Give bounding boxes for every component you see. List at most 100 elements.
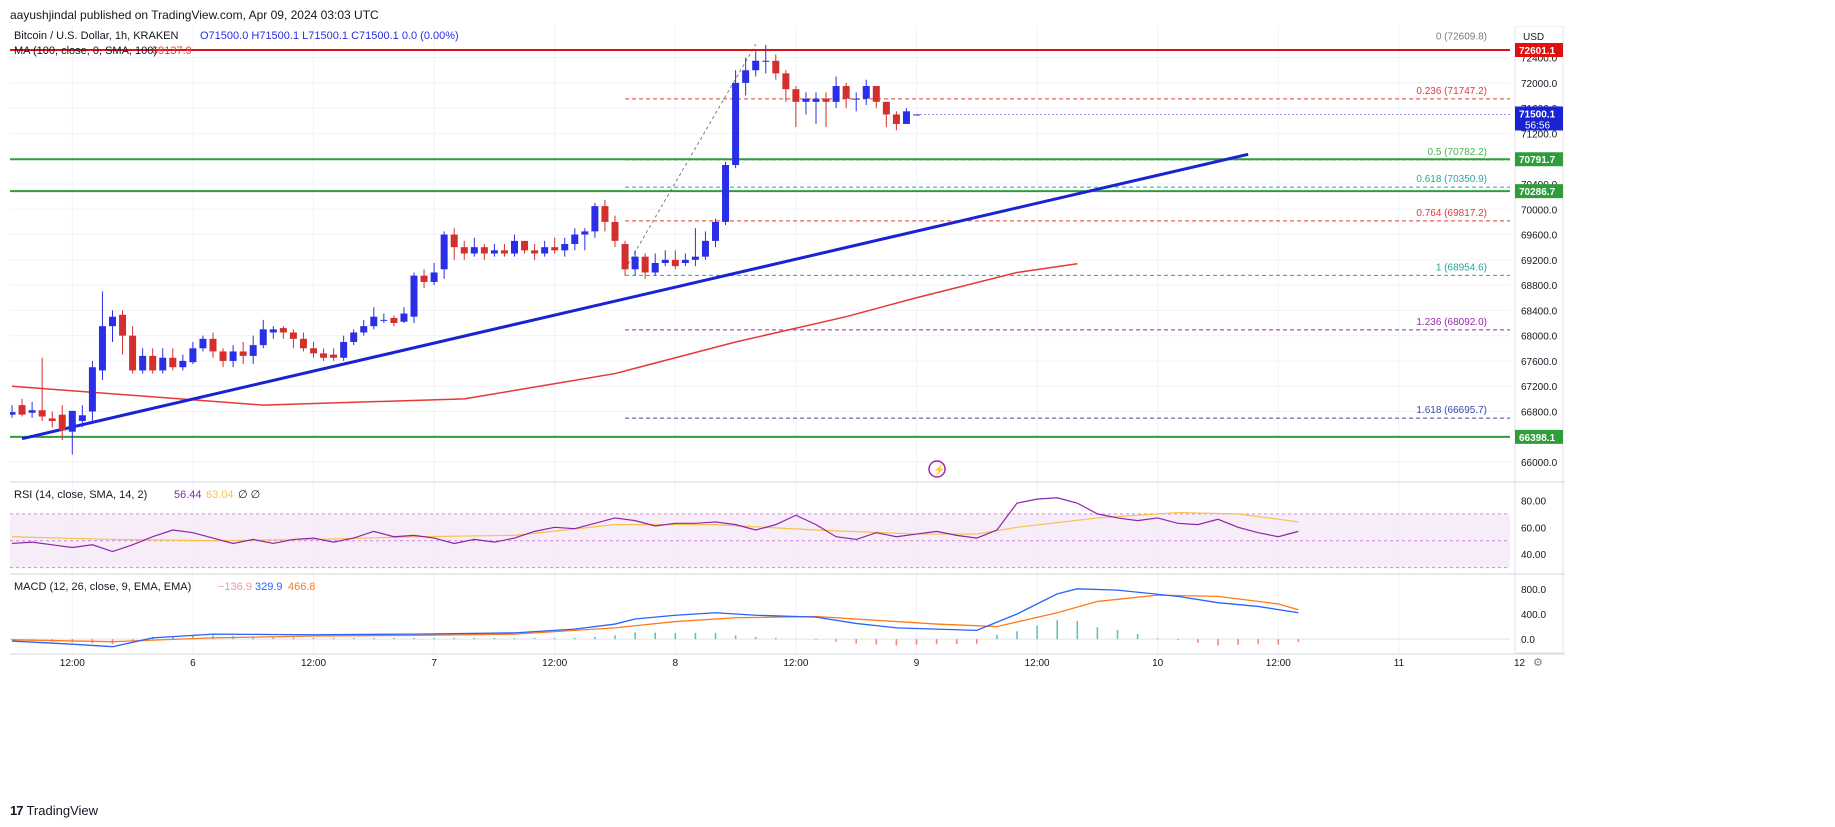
y-tick-label: 71200.0	[1521, 129, 1558, 140]
candle	[88, 360, 96, 425]
candle	[862, 79, 870, 105]
candle	[601, 199, 609, 232]
candle-body	[772, 60, 780, 74]
macd-histogram-bar	[835, 639, 837, 642]
candle-body	[882, 101, 890, 115]
candle-body	[390, 317, 398, 324]
candle-body	[490, 250, 498, 254]
time-axis: 12:00 6 12:00 7 12:00 8 12:00 9 12:00 10 12:00 11 12	[60, 658, 1526, 669]
macd-histogram-bar	[373, 637, 375, 640]
candle	[420, 269, 428, 289]
candle-body	[802, 98, 810, 102]
candle	[98, 291, 106, 380]
candle-body	[832, 86, 840, 102]
macd-histogram-bar	[674, 632, 677, 640]
candle	[28, 402, 36, 418]
last-price-badge	[1515, 106, 1563, 131]
macd-histogram-bar	[493, 637, 496, 640]
price-axis-level-label: 66398.1	[1519, 433, 1556, 444]
candle	[531, 244, 539, 260]
candle-body	[521, 240, 529, 251]
x-tick-label: 12:00	[1025, 658, 1050, 669]
x-tick-label: 12:00	[301, 658, 326, 669]
candle	[772, 54, 780, 80]
candle-body	[631, 256, 639, 270]
candle-body	[78, 415, 86, 421]
fib-level-label: 1.236 (68092.0)	[1416, 317, 1487, 328]
y-tick-label: 68800.0	[1521, 281, 1558, 292]
candle	[742, 57, 750, 96]
macd-histogram-bar	[192, 635, 194, 640]
fib-level-label: 0.5 (70782.2)	[1428, 147, 1488, 158]
candle	[249, 335, 257, 365]
candle-body	[340, 341, 348, 358]
macd-value: 329.9	[255, 581, 283, 593]
candle-body	[470, 247, 478, 254]
candle	[410, 272, 418, 324]
candle-body	[440, 234, 448, 270]
ma100-line	[11, 263, 1078, 406]
candle	[169, 348, 177, 371]
candle-body	[641, 256, 649, 273]
macd-histogram-bar	[1076, 620, 1079, 640]
candle	[661, 250, 669, 267]
candle	[722, 161, 730, 226]
candle	[360, 319, 368, 336]
candle	[782, 70, 790, 102]
macd-histogram-bar	[614, 635, 616, 640]
chart-svg[interactable]: USD72400.072000.071600.071200.070800.070…	[8, 25, 1835, 795]
candle	[712, 218, 719, 248]
x-tick-label: 9	[914, 658, 920, 669]
macd-histogram-bar	[594, 636, 596, 640]
candle	[400, 307, 408, 324]
price-axis-level-badge	[1515, 43, 1563, 58]
candle	[139, 348, 147, 374]
candle	[762, 44, 770, 74]
candle	[460, 240, 468, 260]
price-axis	[1514, 25, 1564, 654]
candle-body	[913, 114, 920, 116]
macd-histogram-bar	[131, 639, 134, 641]
candle	[470, 237, 478, 257]
candle-body	[149, 355, 157, 371]
x-tick-label: 12:00	[60, 658, 85, 669]
candle	[521, 240, 529, 254]
macd-histogram-bar	[754, 636, 757, 640]
candle-body	[249, 345, 257, 356]
y-tick-label: 68400.0	[1521, 306, 1558, 317]
candle-body	[88, 367, 96, 412]
candle-body	[531, 250, 539, 254]
y-tick-label: 69200.0	[1521, 256, 1558, 267]
macd-y-tick-label: 400.0	[1521, 610, 1546, 621]
candle-body	[712, 221, 719, 241]
x-tick-label: 10	[1152, 658, 1164, 669]
macd-histogram-bar	[815, 639, 817, 640]
candle-body	[410, 275, 418, 317]
candle-body	[68, 410, 76, 432]
candle	[18, 398, 26, 417]
candle	[149, 348, 157, 374]
ma-indicator-value: 69137.9	[152, 45, 192, 57]
fib-level-label: 0 (72609.8)	[1436, 31, 1487, 42]
candle-body	[842, 86, 850, 99]
candle	[892, 111, 900, 131]
x-tick-label: 7	[431, 658, 437, 669]
candle-body	[400, 313, 408, 322]
candle-body	[742, 70, 750, 83]
candle-body	[852, 98, 860, 100]
candle	[621, 240, 629, 276]
candle	[500, 244, 508, 257]
macd-histogram-bar	[775, 637, 777, 640]
candle-body	[651, 262, 659, 273]
chart-area[interactable]: USD72400.072000.071600.071200.070800.070…	[8, 25, 1835, 795]
candle-body	[681, 259, 689, 263]
candle-body	[571, 234, 579, 245]
candle	[119, 310, 127, 355]
x-tick-label: 12:00	[542, 658, 567, 669]
candle-body	[119, 314, 127, 336]
y-tick-label: 72400.0	[1521, 54, 1558, 65]
candle	[732, 70, 740, 169]
candle	[179, 354, 187, 371]
macd-histogram-bar	[634, 632, 636, 640]
fibonacci-retracement: 0 (72609.8) 0.236 (71747.2) 0.5 (70782.2) 0…	[624, 31, 1510, 419]
